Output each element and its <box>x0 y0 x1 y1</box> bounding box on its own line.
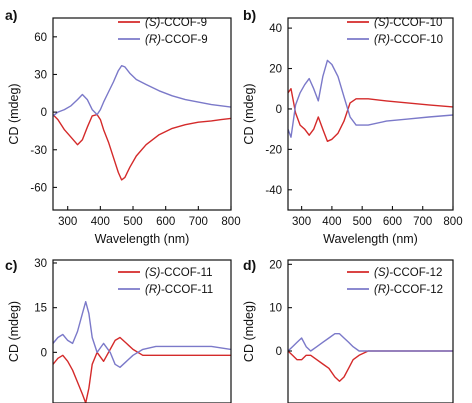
x-axis-label: Wavelength (nm) <box>323 232 418 246</box>
chart-panel: 20 10 0 CD (mdeg) d) (S)-CCOF-12 (R)-CCOF-12 <box>242 257 454 403</box>
y-tick-label: 0 <box>41 347 47 359</box>
y-tick-label: 60 <box>34 32 47 44</box>
y-tick-label: 20 <box>269 259 282 271</box>
series-line <box>288 88 453 142</box>
x-tick-label: 300 <box>292 216 311 228</box>
x-tick-label: 700 <box>413 216 432 228</box>
y-tick-label: 0 <box>41 107 47 119</box>
x-tick-label: 500 <box>353 216 372 228</box>
plot-frame <box>287 259 454 403</box>
legend-label: (S)-CCOF-12 <box>374 267 442 279</box>
x-tick-label: 700 <box>189 216 208 228</box>
series-line <box>53 113 231 181</box>
series-line <box>288 333 453 352</box>
legend-label: (R)-CCOF-12 <box>374 284 443 296</box>
series-line <box>53 301 231 368</box>
y-tick-label: 40 <box>269 23 282 35</box>
x-tick-label: 600 <box>156 216 175 228</box>
y-tick-label: 10 <box>269 303 282 315</box>
legend: (S)-CCOF-12 (R)-CCOF-12 <box>347 267 443 296</box>
y-axis-label: CD (mdeg) <box>242 83 256 144</box>
y-tick-label: 0 <box>276 346 282 358</box>
chart-panel: 30 15 0 CD (mdeg) c) (S)-CCOF-11 (R)-CCOF-11 <box>5 257 232 403</box>
y-tick-label: 30 <box>34 69 47 81</box>
series-line <box>288 59 453 138</box>
legend: (S)-CCOF-11 (R)-CCOF-11 <box>118 267 213 296</box>
legend-label: (S)-CCOF-11 <box>145 267 213 279</box>
x-tick-label: 400 <box>322 216 341 228</box>
legend-label: (S)-CCOF-10 <box>374 17 442 29</box>
panel-label: d) <box>243 257 256 273</box>
panel-label: a) <box>5 7 17 23</box>
y-tick-label: -30 <box>30 145 47 157</box>
y-axis-label: CD (mdeg) <box>7 301 21 362</box>
series-line <box>53 336 231 403</box>
y-tick-label: 0 <box>276 104 282 116</box>
x-tick-label: 300 <box>58 216 77 228</box>
chart-panel: 40 20 0 -20 -40 300 400 500 600 700 800 Wavelength … <box>242 7 463 246</box>
series-line <box>53 65 231 117</box>
legend-label: (R)-CCOF-11 <box>145 284 213 296</box>
legend-label: (R)-CCOF-9 <box>145 34 208 46</box>
x-axis-label: Wavelength (nm) <box>95 232 190 246</box>
y-tick-label: 30 <box>34 258 47 270</box>
y-tick-label: -20 <box>265 144 282 156</box>
series-line <box>288 350 453 382</box>
y-axis-label: CD (mdeg) <box>242 301 256 362</box>
y-tick-label: 15 <box>34 303 47 315</box>
y-tick-label: -40 <box>265 185 282 197</box>
panel-label: c) <box>5 257 17 273</box>
panel-label: b) <box>243 7 256 23</box>
x-tick-label: 500 <box>123 216 142 228</box>
x-tick-label: 800 <box>443 216 462 228</box>
legend: (S)-CCOF-9 (R)-CCOF-9 <box>118 17 208 46</box>
x-tick-label: 800 <box>221 216 240 228</box>
plot-frame <box>287 17 454 211</box>
y-tick-label: -60 <box>30 182 47 194</box>
legend-label: (S)-CCOF-9 <box>145 17 207 29</box>
plot-frame <box>52 259 232 403</box>
x-tick-label: 600 <box>383 216 402 228</box>
legend-label: (R)-CCOF-10 <box>374 34 443 46</box>
x-tick-label: 400 <box>91 216 110 228</box>
y-tick-label: 20 <box>269 64 282 76</box>
y-axis-label: CD (mdeg) <box>7 83 21 144</box>
legend: (S)-CCOF-10 (R)-CCOF-10 <box>347 17 443 46</box>
plot-frame <box>52 17 232 211</box>
